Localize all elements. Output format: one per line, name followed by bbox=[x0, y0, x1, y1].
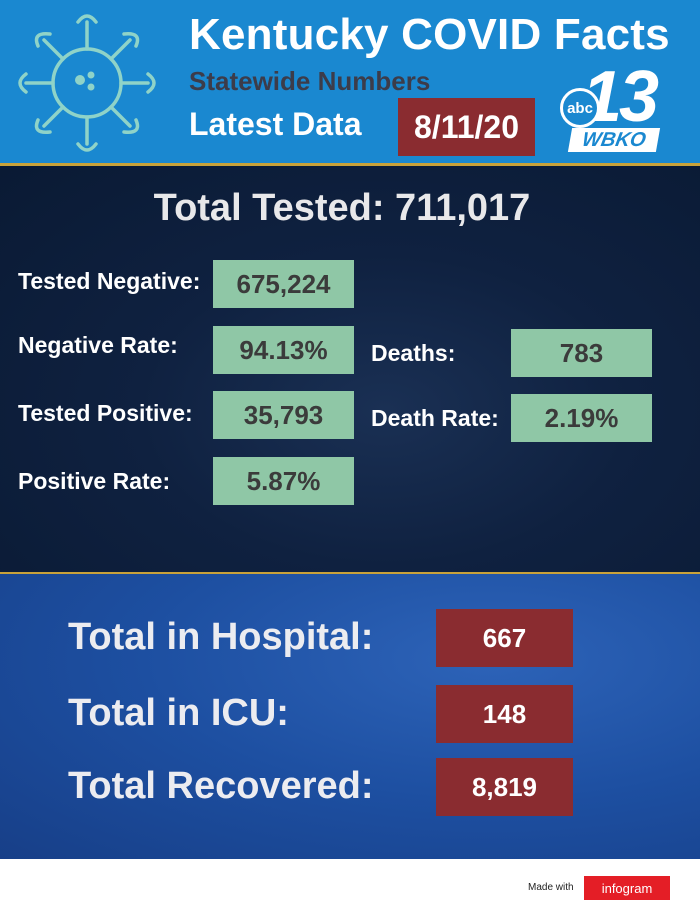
totals-section bbox=[0, 574, 700, 859]
footer bbox=[0, 859, 700, 919]
virus-icon bbox=[18, 14, 156, 152]
icu-label: Total in ICU: bbox=[68, 692, 289, 734]
icu-value: 148 bbox=[436, 685, 573, 743]
recovered-label: Total Recovered: bbox=[68, 765, 374, 807]
made-with-text: Made with bbox=[528, 882, 574, 893]
negative-rate-value: 94.13% bbox=[213, 326, 354, 374]
tested-positive-label: Tested Positive: bbox=[18, 400, 193, 426]
header-divider bbox=[0, 163, 700, 166]
section-divider bbox=[0, 572, 700, 574]
death-rate-value: 2.19% bbox=[511, 394, 652, 442]
date-badge: 8/11/20 bbox=[398, 98, 535, 156]
hospital-value: 667 bbox=[436, 609, 573, 667]
wbko-13-logo: 13 abc WBKO bbox=[560, 57, 664, 155]
negative-rate-label: Negative Rate: bbox=[18, 332, 178, 358]
header: Kentucky COVID Facts Statewide Numbers L… bbox=[0, 0, 700, 166]
tested-negative-value: 675,224 bbox=[213, 260, 354, 308]
total-tested-heading: Total Tested: 711,017 bbox=[153, 187, 531, 229]
page-title: Kentucky COVID Facts bbox=[189, 10, 670, 59]
tested-negative-label: Tested Negative: bbox=[18, 268, 201, 294]
hospital-label: Total in Hospital: bbox=[68, 616, 374, 658]
page-subtitle: Statewide Numbers bbox=[189, 66, 431, 96]
positive-rate-value: 5.87% bbox=[213, 457, 354, 505]
positive-rate-label: Positive Rate: bbox=[18, 468, 171, 494]
abc-logo: abc bbox=[560, 88, 600, 128]
infogram-link[interactable]: infogram bbox=[584, 876, 670, 900]
deaths-label: Deaths: bbox=[371, 340, 456, 366]
recovered-value: 8,819 bbox=[436, 758, 573, 816]
logo-call-sign: WBKO bbox=[567, 128, 661, 152]
death-rate-label: Death Rate: bbox=[371, 405, 499, 431]
tested-positive-value: 35,793 bbox=[213, 391, 354, 439]
latest-data-label: Latest Data bbox=[189, 106, 362, 142]
deaths-value: 783 bbox=[511, 329, 652, 377]
